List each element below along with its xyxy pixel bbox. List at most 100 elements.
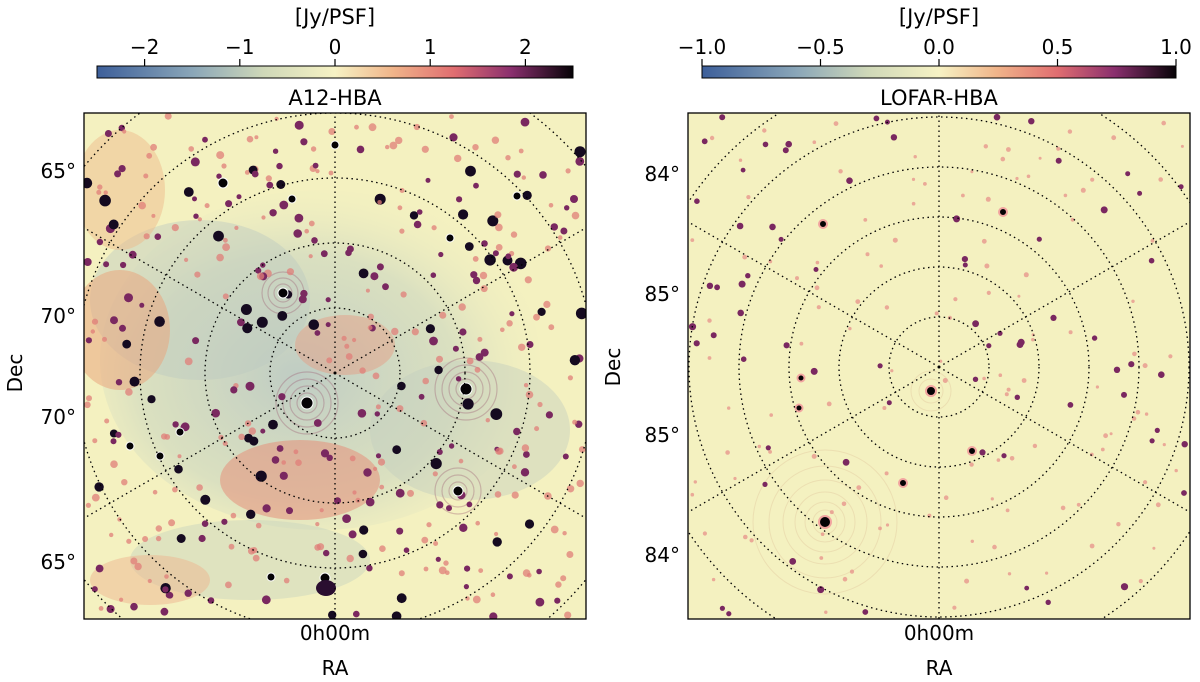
point-source [726,611,732,617]
point-source [923,182,927,186]
point-source [693,480,697,484]
point-source [473,182,479,189]
point-source [172,421,179,428]
point-source [310,146,317,152]
point-source [260,428,266,434]
point-source [118,165,126,173]
point-source [298,295,307,304]
point-source [565,168,571,174]
point-source [513,170,521,178]
point-source [177,454,182,459]
point-source [95,564,104,573]
point-source [1180,144,1184,148]
point-source [572,419,578,425]
point-source [1031,338,1035,342]
point-source [222,243,231,252]
point-source [1132,351,1137,357]
point-source [463,584,469,590]
point-source [1144,412,1149,416]
point-source [1154,427,1160,433]
point-source [534,426,540,432]
point-source [244,170,250,175]
point-source [449,133,458,142]
point-source [1070,217,1075,222]
point-source [346,554,354,563]
point-source [211,408,220,418]
point-source [711,577,716,582]
point-source [466,357,474,365]
point-source [512,464,517,470]
point-source [1091,335,1098,341]
point-source [286,268,294,276]
point-source [228,543,235,550]
point-source [749,538,754,543]
point-source [841,501,847,507]
point-source [134,562,142,571]
point-source [464,242,474,251]
point-source [884,471,889,476]
point-source [147,578,152,584]
bright-source [818,219,828,229]
point-source [315,169,320,174]
point-source [1121,391,1127,398]
point-source [293,229,303,238]
colorbar-lofar: [Jy/PSF] −1.0 −0.5 0.0 0.5 1.0 [678,5,1192,79]
point-source [458,303,466,311]
point-source [256,272,265,280]
point-source [560,227,568,235]
point-source [103,190,108,195]
point-source [961,256,969,263]
point-source [90,329,96,334]
point-source [459,328,467,336]
point-source [961,193,965,198]
point-source [277,311,288,321]
point-source [814,285,820,291]
point-source [762,141,769,148]
point-source [479,271,488,280]
point-source [1015,176,1019,181]
point-source [268,419,278,430]
point-source [745,273,751,279]
point-source [737,309,744,317]
point-source [125,388,133,396]
point-source [742,254,748,260]
y-axis-label-lofar: Dec [601,348,625,387]
point-source [539,171,547,179]
point-source [1125,171,1131,177]
point-source [1148,257,1155,264]
point-source [130,557,138,565]
bright-source [175,427,185,437]
point-source [160,607,169,616]
point-source [1067,402,1074,408]
point-source [452,345,459,352]
point-source [1023,272,1029,278]
point-source [341,335,347,341]
point-source [201,520,209,527]
point-source [315,522,320,527]
point-source [225,581,232,589]
point-source [472,256,479,262]
point-source [526,341,534,348]
point-source [279,200,289,210]
point-source [1026,174,1031,179]
point-source [202,136,208,143]
point-source [436,501,444,509]
point-source [230,512,237,519]
point-source [952,605,957,610]
point-source [325,322,331,328]
point-source [1036,236,1042,242]
point-source [769,223,776,231]
point-source [1128,361,1135,368]
point-source [842,458,850,466]
point-source [403,547,410,553]
point-source [109,532,114,538]
point-source [391,327,399,336]
point-source [475,520,481,526]
point-source [248,427,256,435]
bright-source [155,451,165,461]
point-source [1067,129,1073,134]
point-source [981,238,987,244]
point-source [566,485,575,493]
x-tick-label-ra: 0h00m [300,621,370,645]
point-source [400,291,407,298]
